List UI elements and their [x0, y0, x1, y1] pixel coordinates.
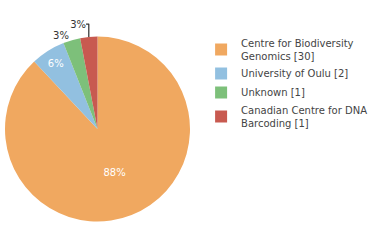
svg-text:Centre for BiodiversityGenomic: Centre for BiodiversityGenomics [30] [241, 38, 354, 62]
svg-text:88%: 88% [103, 167, 125, 178]
svg-text:6%: 6% [48, 58, 64, 69]
svg-text:Unknown [1]: Unknown [1] [241, 87, 305, 98]
svg-text:3%: 3% [70, 19, 86, 30]
svg-text:3%: 3% [53, 30, 69, 41]
svg-text:University of Oulu [2]: University of Oulu [2] [241, 68, 348, 79]
svg-text:Canadian Centre for DNABarcodi: Canadian Centre for DNABarcoding [1] [241, 105, 367, 129]
